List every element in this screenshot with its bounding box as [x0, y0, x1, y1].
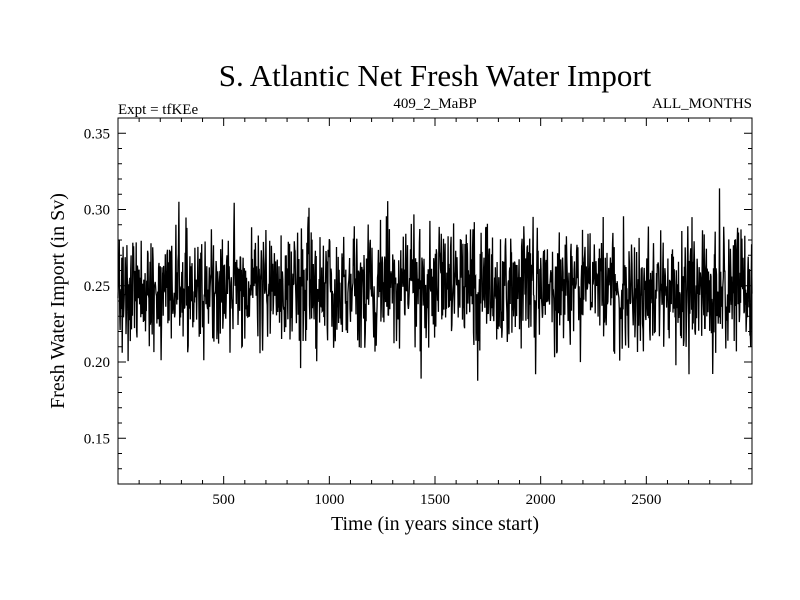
- plot-frame: [117, 117, 753, 485]
- y-axis-label: Fresh Water Import (in Sv): [47, 193, 69, 409]
- y-tick-label: 0.30: [84, 203, 110, 219]
- x-tick-label: 1000: [314, 492, 344, 508]
- chart-title: S. Atlantic Net Fresh Water Import: [219, 58, 652, 93]
- x-tick-label: 1500: [420, 492, 450, 508]
- y-tick-label: 0.20: [84, 355, 110, 371]
- x-tick-label: 2000: [526, 492, 556, 508]
- y-tick-label: 0.25: [84, 279, 110, 295]
- experiment-label: Expt = tfKEe: [118, 102, 198, 118]
- run-label: 409_2_MaBP: [393, 96, 476, 112]
- fresh-water-import-line: [117, 188, 753, 381]
- months-label: ALL_MONTHS: [652, 96, 752, 112]
- x-axis-label: Time (in years since start): [331, 513, 539, 535]
- y-tick-label: 0.35: [84, 126, 110, 142]
- x-tick-label: 500: [212, 492, 235, 508]
- series-layer: [117, 188, 753, 381]
- tick-layer: 500 1000 1500 2000 2500 0.15 0.20 0.25 0.30 0.35: [84, 118, 752, 508]
- x-tick-label: 2500: [631, 492, 661, 508]
- y-tick-label: 0.15: [84, 431, 110, 447]
